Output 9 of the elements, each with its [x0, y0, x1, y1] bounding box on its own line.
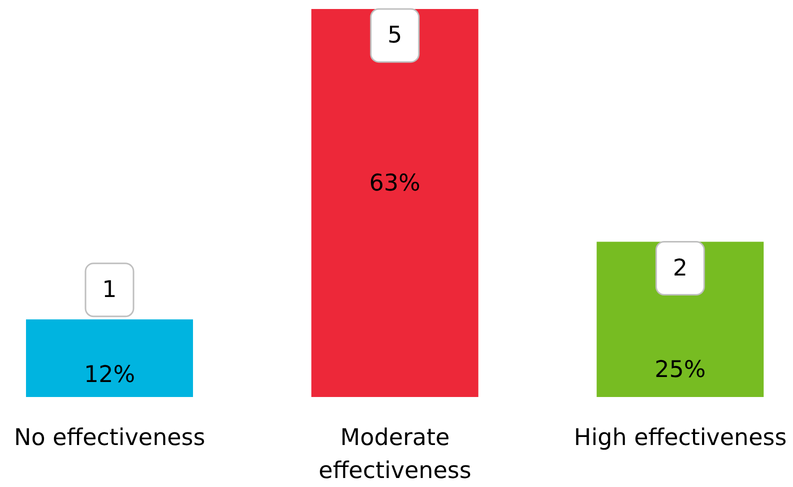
x-tick-label: No effectiveness	[14, 425, 206, 451]
x-tick-label: High effectiveness	[574, 425, 787, 451]
data-label: 2	[672, 255, 688, 282]
annotation: 25%	[654, 356, 706, 383]
annotation: 63%	[369, 170, 420, 197]
x-tick-label: Moderate effectiveness	[318, 425, 472, 484]
data-label: 1	[102, 276, 117, 303]
annotation: 12%	[84, 362, 136, 388]
data-label: 5	[388, 22, 402, 48]
